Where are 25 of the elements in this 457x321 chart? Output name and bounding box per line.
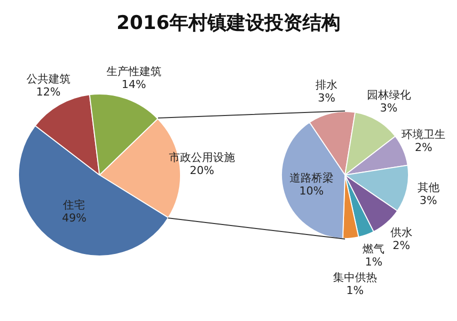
slice-label: 生产性建筑	[106, 64, 162, 78]
data-label: 2%	[392, 239, 410, 252]
slice-label: 燃气	[362, 242, 385, 256]
data-label: 3%	[420, 194, 438, 207]
data-label: 1%	[364, 255, 382, 268]
slice-label: 环境卫生	[402, 128, 446, 142]
slice-label: 排水	[316, 78, 338, 92]
data-label: 1%	[346, 284, 364, 297]
data-label: 12%	[36, 85, 61, 98]
data-label: 20%	[190, 164, 214, 177]
data-label: 49%	[62, 212, 86, 225]
slice-label: 市政公用设施	[168, 150, 235, 164]
slice-label: 其他	[417, 180, 440, 194]
slice-label: 供水	[390, 226, 412, 240]
slice-label: 道路桥梁	[289, 171, 334, 184]
data-label: 3%	[380, 101, 398, 114]
data-label: 2%	[414, 141, 432, 154]
slice-label: 集中供热	[332, 270, 377, 284]
data-label: 10%	[299, 184, 324, 198]
slice-label: 园林绿化	[366, 88, 411, 102]
slice-label: 住宅	[63, 198, 86, 212]
data-label: 14%	[122, 78, 146, 91]
slice-label: 公共建筑	[26, 72, 70, 86]
chart-title: 2016年村镇建设投资结构	[116, 11, 342, 36]
data-label: 3%	[318, 91, 336, 104]
